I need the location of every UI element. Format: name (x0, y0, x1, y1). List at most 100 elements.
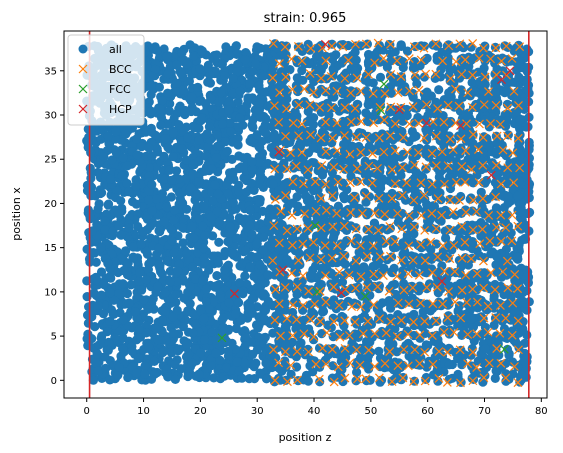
atom-point (315, 65, 325, 75)
atom-point (363, 100, 373, 110)
atom-point (478, 134, 489, 144)
atom-point (252, 252, 262, 262)
atom-point (522, 66, 532, 76)
chart-title: strain: 0.965 (264, 11, 347, 26)
atom-point (235, 86, 245, 96)
atom-point (254, 81, 264, 91)
atom-point (102, 327, 112, 337)
atom-point (250, 59, 261, 69)
atom-point (212, 50, 222, 60)
atom-point (204, 265, 214, 275)
atom-point (225, 222, 235, 232)
atom-point (512, 252, 523, 262)
atom-point (238, 162, 248, 172)
atom-point (146, 258, 156, 268)
atom-point (386, 103, 396, 114)
atom-point (100, 225, 110, 235)
atom-point (183, 371, 193, 382)
atom-point (193, 82, 203, 92)
atom-point (223, 346, 233, 356)
atom-point (103, 345, 113, 355)
atom-point (215, 141, 225, 151)
atom-point (118, 344, 128, 354)
atom-point (513, 191, 523, 201)
atom-point (100, 216, 110, 226)
atom-point (503, 221, 514, 231)
atom-point (228, 73, 238, 83)
atom-point (159, 216, 169, 227)
atom-point (444, 267, 454, 277)
atom-point (137, 227, 147, 237)
atom-point (499, 228, 509, 238)
atom-point (422, 253, 432, 263)
atom-point (294, 347, 304, 357)
atom-point (169, 205, 180, 215)
atom-point (173, 346, 183, 356)
atom-point (491, 147, 501, 157)
atom-point (211, 348, 221, 358)
atom-point (126, 280, 136, 290)
atom-point (326, 175, 336, 186)
atom-point (158, 347, 168, 358)
atom-point (281, 73, 291, 83)
atom-point (329, 148, 339, 158)
atom-point (292, 206, 302, 217)
atom-point (515, 115, 525, 125)
atom-point (240, 332, 250, 342)
atom-point (512, 87, 523, 98)
atom-point (201, 284, 211, 294)
atom-point (134, 353, 144, 363)
atom-point (221, 42, 231, 52)
atom-point (397, 208, 407, 219)
atom-point (118, 153, 128, 163)
atom-point (245, 262, 255, 272)
atom-point (270, 344, 280, 354)
atom-point (234, 366, 244, 376)
atom-point (304, 58, 314, 68)
atom-point (185, 299, 195, 309)
atom-point (96, 290, 107, 300)
atom-point (127, 346, 137, 356)
atom-point (93, 300, 103, 310)
atom-point (466, 42, 476, 52)
atom-point (219, 326, 229, 337)
atom-point (171, 290, 181, 300)
atom-point (128, 253, 138, 263)
atom-point (206, 361, 216, 371)
atom-point (340, 259, 350, 269)
atom-point (409, 132, 419, 142)
atom-point (514, 328, 524, 338)
atom-point (396, 300, 407, 310)
atom-point (186, 106, 196, 117)
atom-point (514, 72, 524, 82)
atom-point (178, 85, 189, 95)
atom-point (162, 256, 172, 266)
atom-point (422, 284, 432, 294)
atom-point (188, 328, 198, 338)
atom-point (183, 351, 193, 361)
atom-point (419, 72, 429, 82)
atom-point (298, 305, 308, 315)
atom-point (194, 123, 204, 133)
atom-point (255, 174, 265, 184)
atom-point (357, 291, 367, 301)
atom-point (491, 102, 501, 112)
atom-point (144, 143, 154, 153)
atom-point (91, 357, 101, 368)
atom-point (84, 337, 94, 347)
atom-point (182, 248, 192, 258)
atom-point (91, 257, 101, 267)
atom-point (111, 127, 121, 137)
atom-point (521, 78, 532, 88)
atom-point (260, 278, 270, 288)
atom-point (245, 220, 255, 230)
atom-point (443, 253, 453, 263)
atom-point (118, 314, 129, 325)
atom-point (280, 317, 290, 327)
atom-point (361, 108, 371, 118)
atom-point (195, 64, 205, 74)
atom-point (176, 68, 186, 79)
atom-point (252, 42, 262, 52)
atom-point (437, 261, 447, 271)
